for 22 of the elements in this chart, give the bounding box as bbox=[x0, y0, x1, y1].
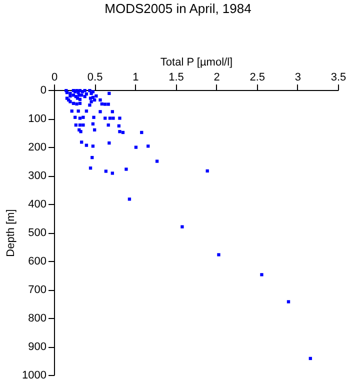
y-tick-label: 400 bbox=[28, 198, 46, 210]
y-tick-label: 100 bbox=[28, 113, 46, 125]
y-tick-label: 600 bbox=[28, 256, 46, 268]
y-axis-title: Depth [m] bbox=[5, 209, 18, 257]
y-tick-label: 200 bbox=[28, 142, 46, 154]
x-tick-label: 0.5 bbox=[87, 72, 103, 84]
x-tick-label: 0 bbox=[51, 72, 58, 84]
y-tick-label: 800 bbox=[28, 312, 46, 324]
x-tick-label: 3 bbox=[294, 72, 301, 84]
chart-title: MODS2005 in April, 1984 bbox=[104, 1, 252, 16]
x-tick-label: 2 bbox=[214, 72, 220, 84]
x-tick-label: 1.5 bbox=[168, 72, 184, 84]
y-tick-label: 1000 bbox=[22, 370, 46, 382]
x-axis-title: Total P [µmol/l] bbox=[160, 56, 233, 68]
y-tick-label: 300 bbox=[28, 170, 46, 182]
y-tick-label: 0 bbox=[40, 84, 46, 96]
x-tick-label: 2.5 bbox=[250, 72, 266, 84]
x-tick-label: 1 bbox=[132, 72, 139, 84]
y-tick-label: 700 bbox=[28, 284, 46, 296]
y-tick-label: 500 bbox=[28, 227, 46, 239]
y-tick-label: 900 bbox=[28, 341, 46, 353]
x-tick-label: 3.5 bbox=[330, 72, 346, 84]
